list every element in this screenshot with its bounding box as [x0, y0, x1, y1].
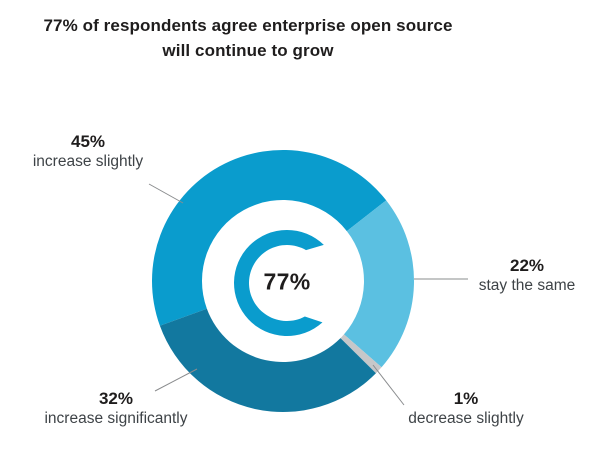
segment-name: increase slightly — [32, 153, 144, 170]
chart-title: 77% of respondents agree enterprise open… — [0, 13, 496, 63]
leader-line-increase-significantly — [154, 368, 198, 392]
chart-title-line2: will continue to grow — [162, 41, 334, 60]
donut-center-value: 77% — [263, 268, 311, 295]
segment-percent: 22% — [509, 256, 545, 275]
segment-name: decrease slightly — [408, 410, 524, 427]
segment-percent: 1% — [453, 389, 479, 408]
open-source-c-icon — [234, 229, 324, 336]
segment-name: stay the same — [478, 277, 576, 294]
segment-percent: 32% — [98, 389, 134, 408]
segment-label-stay-the-same: 22% stay the same — [479, 255, 576, 296]
segment-label-increase-significantly: 32% increase significantly — [44, 388, 187, 429]
donut-segment-stay-the-same — [343, 200, 415, 368]
leader-line-increase-slightly — [148, 183, 184, 204]
leader-line-decrease-slightly — [372, 364, 405, 406]
donut-segment-increase-significantly — [159, 308, 376, 412]
chart-title-line1: 77% of respondents agree enterprise open… — [43, 16, 453, 35]
donut-segment-decrease-slightly — [340, 334, 382, 374]
segment-label-increase-slightly: 45% increase slightly — [33, 131, 143, 172]
segment-label-decrease-slightly: 1% decrease slightly — [408, 388, 523, 429]
donut-segment-increase-slightly — [152, 150, 387, 326]
segment-name: increase significantly — [44, 410, 188, 427]
segment-percent: 45% — [70, 132, 106, 151]
